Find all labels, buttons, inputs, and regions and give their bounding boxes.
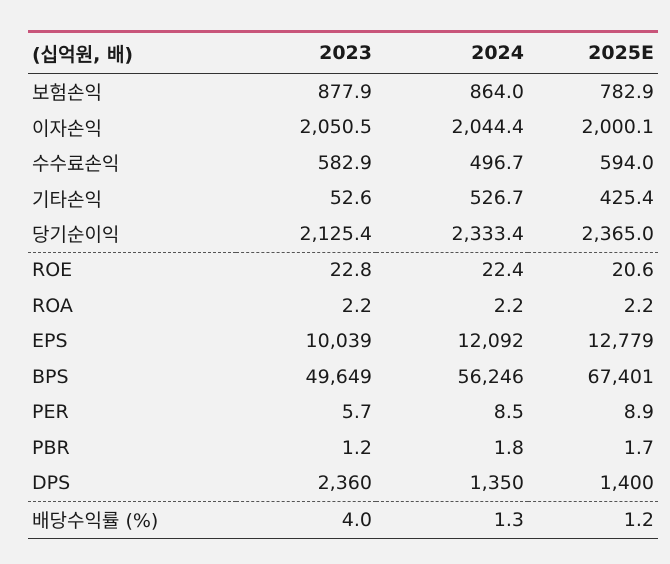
row-label: DPS: [28, 465, 236, 502]
cell-value: 56,246: [457, 365, 524, 388]
cell-value: 12,092: [457, 330, 524, 353]
cell-value: 877.9: [317, 80, 372, 103]
table-row: ROA 2.2 2.2 2.2: [28, 288, 658, 324]
table-row: 당기순이익 2,125.4 2,333.4 2,365.0: [28, 216, 658, 253]
row-label: BPS: [32, 365, 69, 388]
cell-value: 2,333.4: [376, 216, 528, 253]
cell-value: 4.0: [236, 501, 376, 539]
cell-value: 20.6: [611, 259, 654, 282]
cell-value: 8.9: [623, 401, 654, 424]
row-label: 보험손익: [32, 82, 102, 105]
cell-value: 1.7: [623, 436, 654, 459]
table-row: PER 5.7 8.5 8.9: [28, 395, 658, 431]
cell-value: 2,000.1: [581, 116, 654, 139]
table-row: 이자손익 2,050.5 2,044.4 2,000.1: [28, 110, 658, 146]
cell-value: 1.2: [528, 501, 658, 539]
year-2024-header: 2024: [376, 33, 528, 74]
year-2025e-header: 2025E: [528, 33, 658, 74]
table-row: BPS 49,649 56,246 67,401: [28, 359, 658, 395]
cell-value: 12,779: [587, 330, 654, 353]
table-row: PBR 1.2 1.8 1.7: [28, 430, 658, 466]
cell-value: 2,125.4: [236, 216, 376, 253]
cell-value: 496.7: [469, 151, 524, 174]
cell-value: 2.2: [623, 294, 654, 317]
cell-value: 10,039: [305, 330, 372, 353]
cell-value: 2.2: [341, 294, 372, 317]
row-label: 수수료손익: [32, 153, 120, 176]
financial-summary: (십억원, 배) 2023 2024 2025E 보험손익 877.9 864.…: [28, 30, 658, 539]
row-label: 이자손익: [32, 117, 102, 140]
cell-value: 22.8: [329, 259, 372, 282]
row-label: ROE: [32, 259, 73, 282]
header-row: (십억원, 배) 2023 2024 2025E: [28, 33, 658, 74]
row-label: PBR: [32, 436, 70, 459]
table-row: 보험손익 877.9 864.0 782.9: [28, 74, 658, 110]
table-row: 수수료손익 582.9 496.7 594.0: [28, 145, 658, 181]
table-row: 기타손익 52.6 526.7 425.4: [28, 181, 658, 217]
row-label: 기타손익: [32, 188, 102, 211]
row-label: ROA: [32, 294, 73, 317]
cell-value: 425.4: [599, 187, 654, 210]
cell-value: 8.5: [493, 401, 524, 424]
row-label: 당기순이익: [28, 216, 236, 253]
cell-value: 22.4: [481, 259, 524, 282]
cell-value: 67,401: [587, 365, 654, 388]
cell-value: 2.2: [493, 294, 524, 317]
cell-value: 5.7: [341, 401, 372, 424]
cell-value: 782.9: [599, 80, 654, 103]
financial-table: (십억원, 배) 2023 2024 2025E 보험손익 877.9 864.…: [28, 33, 658, 539]
cell-value: 52.6: [329, 187, 372, 210]
cell-value: 2,050.5: [299, 116, 372, 139]
row-label: EPS: [32, 330, 68, 353]
table-row: ROE 22.8 22.4 20.6: [28, 252, 658, 288]
top-rule: [28, 30, 658, 33]
table-row: EPS 10,039 12,092 12,779: [28, 324, 658, 360]
row-label: PER: [32, 401, 69, 424]
cell-value: 526.7: [469, 187, 524, 210]
cell-value: 582.9: [317, 151, 372, 174]
year-2023-header: 2023: [236, 33, 376, 74]
cell-value: 1.3: [376, 501, 528, 539]
cell-value: 864.0: [469, 80, 524, 103]
cell-value: 594.0: [599, 151, 654, 174]
cell-value: 2,360: [236, 465, 376, 502]
cell-value: 1,350: [376, 465, 528, 502]
unit-label: (십억원, 배): [28, 33, 236, 74]
cell-value: 2,044.4: [451, 116, 524, 139]
cell-value: 1.8: [493, 436, 524, 459]
row-label: 배당수익률 (%): [28, 501, 236, 539]
table-row: DPS 2,360 1,350 1,400: [28, 465, 658, 502]
cell-value: 49,649: [305, 365, 372, 388]
cell-value: 1,400: [528, 465, 658, 502]
cell-value: 2,365.0: [528, 216, 658, 253]
table-row: 배당수익률 (%) 4.0 1.3 1.2: [28, 501, 658, 539]
cell-value: 1.2: [341, 436, 372, 459]
